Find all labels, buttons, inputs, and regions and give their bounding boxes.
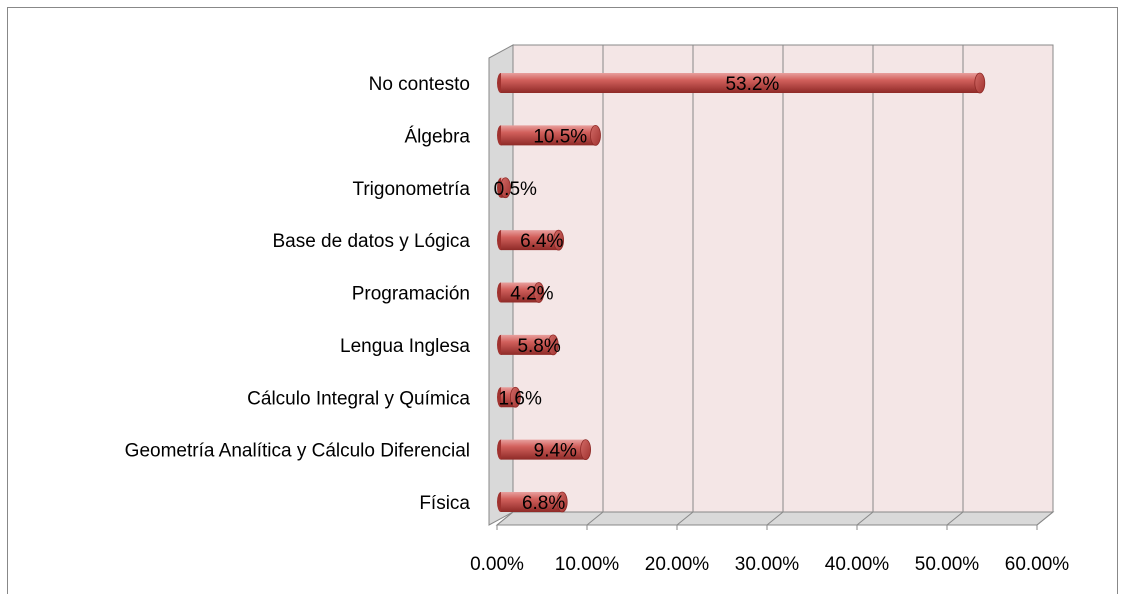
x-tick-label: 40.00% bbox=[825, 554, 890, 575]
bar-part bbox=[590, 124, 601, 146]
data-label: 4.2% bbox=[510, 284, 553, 305]
y-tick-label: No contesto bbox=[369, 74, 470, 95]
y-tick-label: Cálculo Integral y Química bbox=[247, 388, 470, 409]
data-label: 6.8% bbox=[522, 493, 565, 514]
x-tick-label: 10.00% bbox=[555, 554, 620, 575]
x-tick-label: 30.00% bbox=[735, 554, 800, 575]
data-label: 5.8% bbox=[517, 336, 560, 357]
grid-line bbox=[946, 511, 964, 526]
x-tick-label: 50.00% bbox=[915, 554, 980, 575]
grid-line bbox=[586, 511, 604, 526]
bar bbox=[497, 334, 559, 356]
bar-part bbox=[501, 492, 563, 512]
data-label: 53.2% bbox=[725, 74, 779, 95]
bar-part bbox=[533, 282, 545, 303]
bar-part bbox=[501, 73, 980, 93]
y-tick-label: Programación bbox=[352, 284, 470, 305]
y-tick-label: Lengua Inglesa bbox=[340, 336, 470, 357]
x-tick-label: 60.00% bbox=[1005, 554, 1070, 575]
grid-line bbox=[856, 511, 874, 526]
grid-line bbox=[496, 511, 514, 526]
bar bbox=[497, 439, 591, 461]
bar-part bbox=[974, 72, 986, 94]
bar-part bbox=[500, 177, 511, 199]
x-tick-label: 20.00% bbox=[645, 554, 710, 575]
grid-line bbox=[1036, 511, 1054, 526]
bar-part bbox=[556, 491, 568, 513]
bar-part bbox=[510, 386, 521, 408]
y-tick-label: Geometría Analítica y Cálculo Diferencia… bbox=[125, 441, 470, 462]
y-tick-label: Física bbox=[419, 493, 470, 514]
bar bbox=[497, 177, 511, 199]
data-label: 10.5% bbox=[533, 126, 587, 147]
bar bbox=[497, 282, 545, 303]
y-tick-label: Álgebra bbox=[405, 126, 471, 147]
bar bbox=[497, 124, 601, 146]
bar-part bbox=[501, 439, 586, 460]
y-tick-label: Trigonometría bbox=[352, 179, 470, 200]
bar bbox=[497, 72, 986, 94]
data-label: 0.5% bbox=[494, 179, 537, 200]
data-label: 6.4% bbox=[520, 231, 563, 252]
grid-line bbox=[766, 511, 784, 526]
bar-part bbox=[501, 230, 559, 251]
bar bbox=[497, 229, 564, 251]
y-tick-label: Base de datos y Lógica bbox=[272, 231, 470, 252]
bar-part bbox=[553, 229, 564, 251]
bar-part bbox=[580, 439, 591, 461]
data-label: 1.6% bbox=[499, 388, 542, 409]
bar-part bbox=[501, 125, 596, 146]
bar-part bbox=[501, 282, 539, 303]
bar-part bbox=[547, 334, 559, 356]
bar bbox=[497, 386, 521, 408]
bar-part bbox=[501, 334, 554, 355]
x-tick-label: 0.00% bbox=[470, 554, 524, 575]
data-label: 9.4% bbox=[534, 441, 577, 462]
bar bbox=[497, 491, 568, 513]
grid-line bbox=[676, 511, 694, 526]
